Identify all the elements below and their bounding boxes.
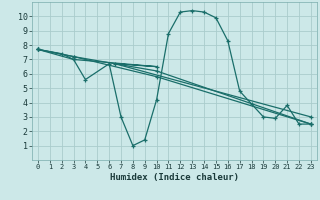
X-axis label: Humidex (Indice chaleur): Humidex (Indice chaleur) — [110, 173, 239, 182]
